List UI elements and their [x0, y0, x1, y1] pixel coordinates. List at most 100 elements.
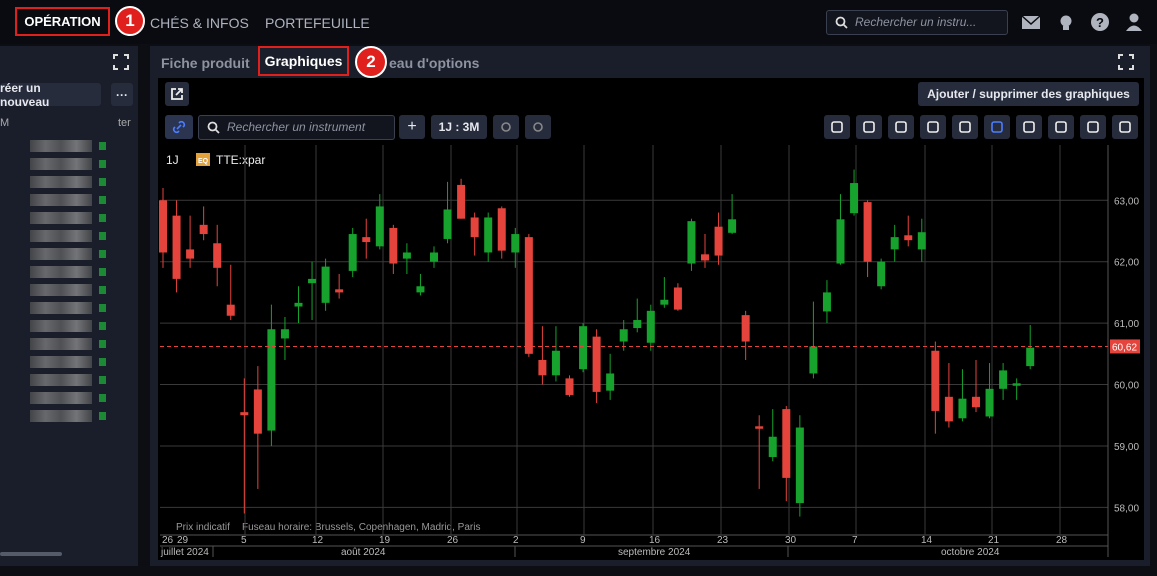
- candle-body: [714, 226, 723, 256]
- tab[interactable]: Fiche produit: [161, 55, 250, 71]
- candle-body: [375, 206, 384, 247]
- footer-note: Fuseau horaire: Brussels, Copenhagen, Ma…: [242, 522, 480, 533]
- blurred-row: [30, 266, 92, 278]
- candle-body: [944, 396, 953, 422]
- tab[interactable]: eau d'options: [389, 55, 480, 71]
- blurred-row: [30, 284, 92, 296]
- y-tick-label: 63,00: [1114, 196, 1139, 207]
- svg-text:?: ?: [1096, 15, 1104, 30]
- add-remove-button[interactable]: Ajouter / supprimer des graphiques: [918, 82, 1139, 106]
- candle-body: [592, 336, 601, 392]
- candle-body: [172, 215, 181, 279]
- tool-button[interactable]: [888, 115, 914, 139]
- plus-button[interactable]: +: [399, 115, 425, 139]
- interval-label: 1J: [166, 153, 179, 167]
- x-tick-label: 14: [921, 535, 933, 546]
- column-header: ter: [118, 117, 131, 129]
- tool-button[interactable]: [856, 115, 882, 139]
- tool-button[interactable]: [984, 115, 1010, 139]
- period-button[interactable]: 1J : 3M: [431, 115, 487, 139]
- x-tick-label: 19: [379, 535, 391, 546]
- candle-body: [728, 219, 737, 233]
- blurred-row: [30, 302, 92, 314]
- link-button[interactable]: [165, 115, 193, 139]
- blurred-row: [30, 374, 92, 386]
- tool-button[interactable]: [1016, 115, 1042, 139]
- status-dot: [99, 358, 106, 366]
- x-tick-label: 5: [241, 535, 247, 546]
- candle-body: [687, 221, 696, 264]
- create-button[interactable]: réer un nouveau: [0, 81, 101, 109]
- tool-button[interactable]: [493, 115, 519, 139]
- candle-body: [850, 183, 859, 214]
- blurred-row: [30, 140, 92, 152]
- nav-item[interactable]: PORTEFEUILLE: [265, 15, 370, 31]
- blurred-row: [30, 176, 92, 188]
- status-dot: [99, 376, 106, 384]
- blurred-row: [30, 410, 92, 422]
- candle-body: [958, 398, 967, 419]
- candle-body: [335, 289, 344, 293]
- status-dot: [99, 286, 106, 294]
- blurred-row: [30, 212, 92, 224]
- nav-icons[interactable]: ?: [1020, 12, 1145, 34]
- candle-body: [497, 208, 506, 251]
- more-button[interactable]: ···: [111, 83, 133, 106]
- candle-body: [213, 243, 222, 268]
- status-dot: [99, 412, 106, 420]
- tool-button[interactable]: [1112, 115, 1138, 139]
- candle-body: [226, 304, 235, 316]
- x-tick-label: 26: [447, 535, 459, 546]
- candle-body: [809, 346, 818, 374]
- status-dot: [99, 232, 106, 240]
- instrument-search[interactable]: Rechercher un instrument: [198, 115, 395, 140]
- candle-body: [430, 252, 438, 262]
- y-tick-label: 60,00: [1114, 381, 1139, 392]
- tab-active[interactable]: Graphiques: [258, 46, 349, 76]
- status-dot: [99, 250, 106, 258]
- column-header: M: [0, 117, 10, 129]
- status-dot: [99, 394, 106, 402]
- expand-icon[interactable]: [113, 54, 129, 70]
- expand-icon[interactable]: [1118, 54, 1134, 70]
- candle-body: [159, 200, 167, 253]
- candle-body: [646, 310, 655, 343]
- search-box[interactable]: Rechercher un instru...: [826, 10, 1008, 35]
- candle-body: [673, 287, 682, 310]
- candle-body: [660, 299, 669, 305]
- nav-item[interactable]: OPÉRATION: [15, 7, 110, 36]
- blurred-row: [30, 338, 92, 350]
- candlestick-chart: 1J EQ TTE:xpar Prix indicatif Fuseau hor…: [159, 145, 1140, 558]
- tool-button[interactable]: [1080, 115, 1106, 139]
- nav-item[interactable]: CHÉS & INFOS: [150, 15, 249, 31]
- scrollbar: [0, 552, 62, 556]
- candle-body: [972, 396, 980, 408]
- candle-body: [443, 209, 452, 239]
- search-icon: [207, 121, 220, 134]
- tool-button[interactable]: [1048, 115, 1074, 139]
- candle-body: [416, 286, 425, 293]
- candle-body: [755, 426, 764, 429]
- tool-button[interactable]: [525, 115, 551, 139]
- candle-body: [1012, 383, 1021, 386]
- blurred-row: [30, 158, 92, 170]
- tool-button[interactable]: [952, 115, 978, 139]
- popout-button[interactable]: [165, 82, 189, 106]
- candle-body: [822, 292, 831, 312]
- eq-badge: EQ: [198, 158, 209, 165]
- candle-body: [795, 427, 804, 504]
- candle-body: [267, 329, 276, 431]
- candle-body: [985, 388, 994, 417]
- candle-body: [701, 254, 709, 261]
- month-label: septembre 2024: [618, 547, 691, 558]
- y-tick-label: 62,00: [1114, 258, 1139, 269]
- y-tick-label: 58,00: [1114, 503, 1139, 514]
- status-dot: [99, 160, 106, 168]
- tool-button[interactable]: [824, 115, 850, 139]
- blurred-row: [30, 320, 92, 332]
- tool-button[interactable]: [920, 115, 946, 139]
- candle-body: [782, 409, 791, 478]
- x-tick-label: 21: [988, 535, 1000, 546]
- candle-body: [348, 234, 357, 271]
